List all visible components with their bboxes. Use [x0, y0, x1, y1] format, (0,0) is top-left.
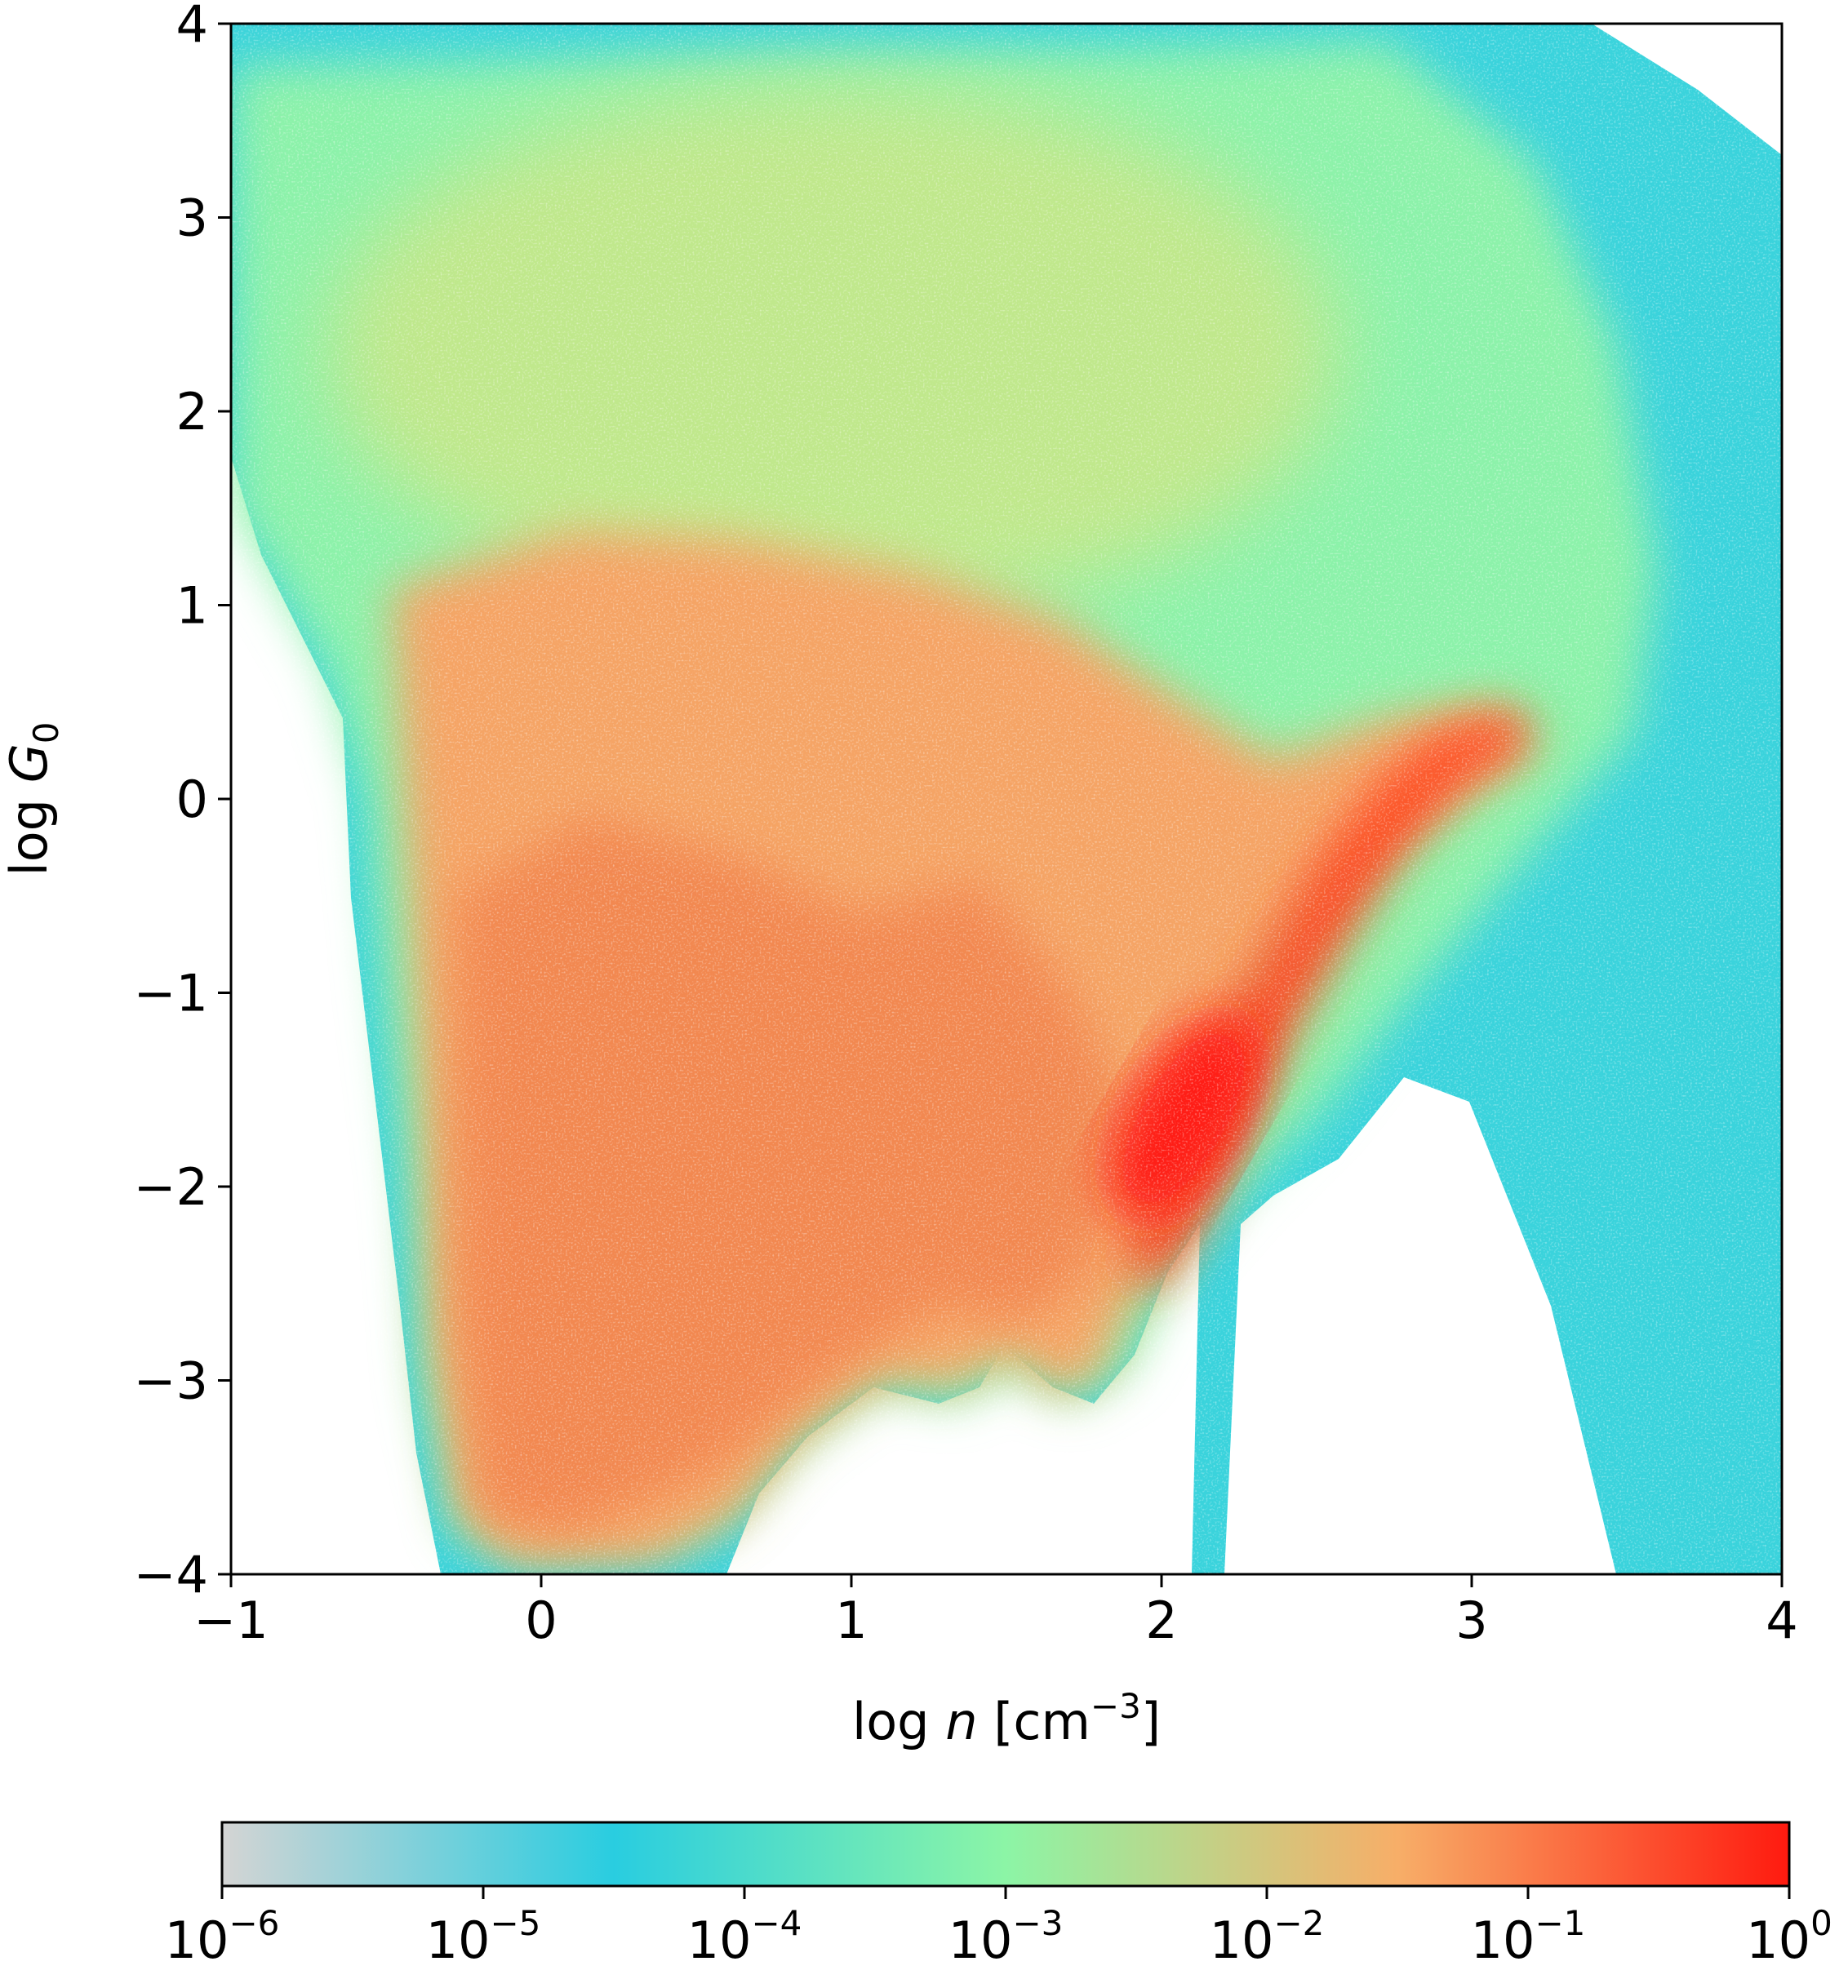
y-axis-label: log G0 — [0, 721, 66, 876]
colorbar-tick-label: 10−4 — [687, 1903, 802, 1970]
colorbar-tick-label: 100 — [1746, 1903, 1832, 1970]
y-tick-label: −4 — [134, 1545, 208, 1604]
heatmap-plot-area — [231, 24, 1782, 1574]
x-tick-label: −1 — [193, 1591, 268, 1650]
colorbar-tick-label: 10−1 — [1471, 1903, 1586, 1970]
x-tick-label: 1 — [835, 1591, 867, 1650]
y-tick-label: 2 — [176, 382, 208, 442]
y-tick-label: 3 — [176, 189, 208, 248]
colorbar-tick-label: 10−5 — [426, 1903, 541, 1970]
x-tick-label: 2 — [1145, 1591, 1177, 1650]
y-tick-label: −2 — [134, 1157, 208, 1217]
x-tick-label: 3 — [1455, 1591, 1487, 1650]
y-tick-label: −1 — [134, 964, 208, 1023]
pixel-speckle-texture — [231, 24, 1782, 1574]
y-tick-label: 4 — [176, 0, 208, 54]
y-tick-label: 0 — [176, 770, 208, 829]
x-axis-label: log n [cm−3] — [852, 1686, 1161, 1751]
x-tick-label: 4 — [1766, 1591, 1797, 1650]
colorbar-axis: 10−6 10−5 10−4 10−3 10−2 10−1 100 — [165, 1886, 1832, 1970]
x-axis: −1 0 1 2 3 4 — [193, 1574, 1798, 1650]
y-tick-label: −3 — [134, 1351, 208, 1411]
colorbar-tick-label: 10−6 — [165, 1903, 280, 1970]
colorbar-tick-label: 10−3 — [948, 1903, 1064, 1970]
y-tick-label: 1 — [176, 576, 208, 636]
x-tick-label: 0 — [525, 1591, 557, 1650]
colorbar — [220, 1821, 1791, 1888]
y-axis: −4 −3 −2 −1 0 1 2 3 4 — [134, 0, 231, 1604]
colorbar-tick-label: 10−2 — [1210, 1903, 1325, 1970]
